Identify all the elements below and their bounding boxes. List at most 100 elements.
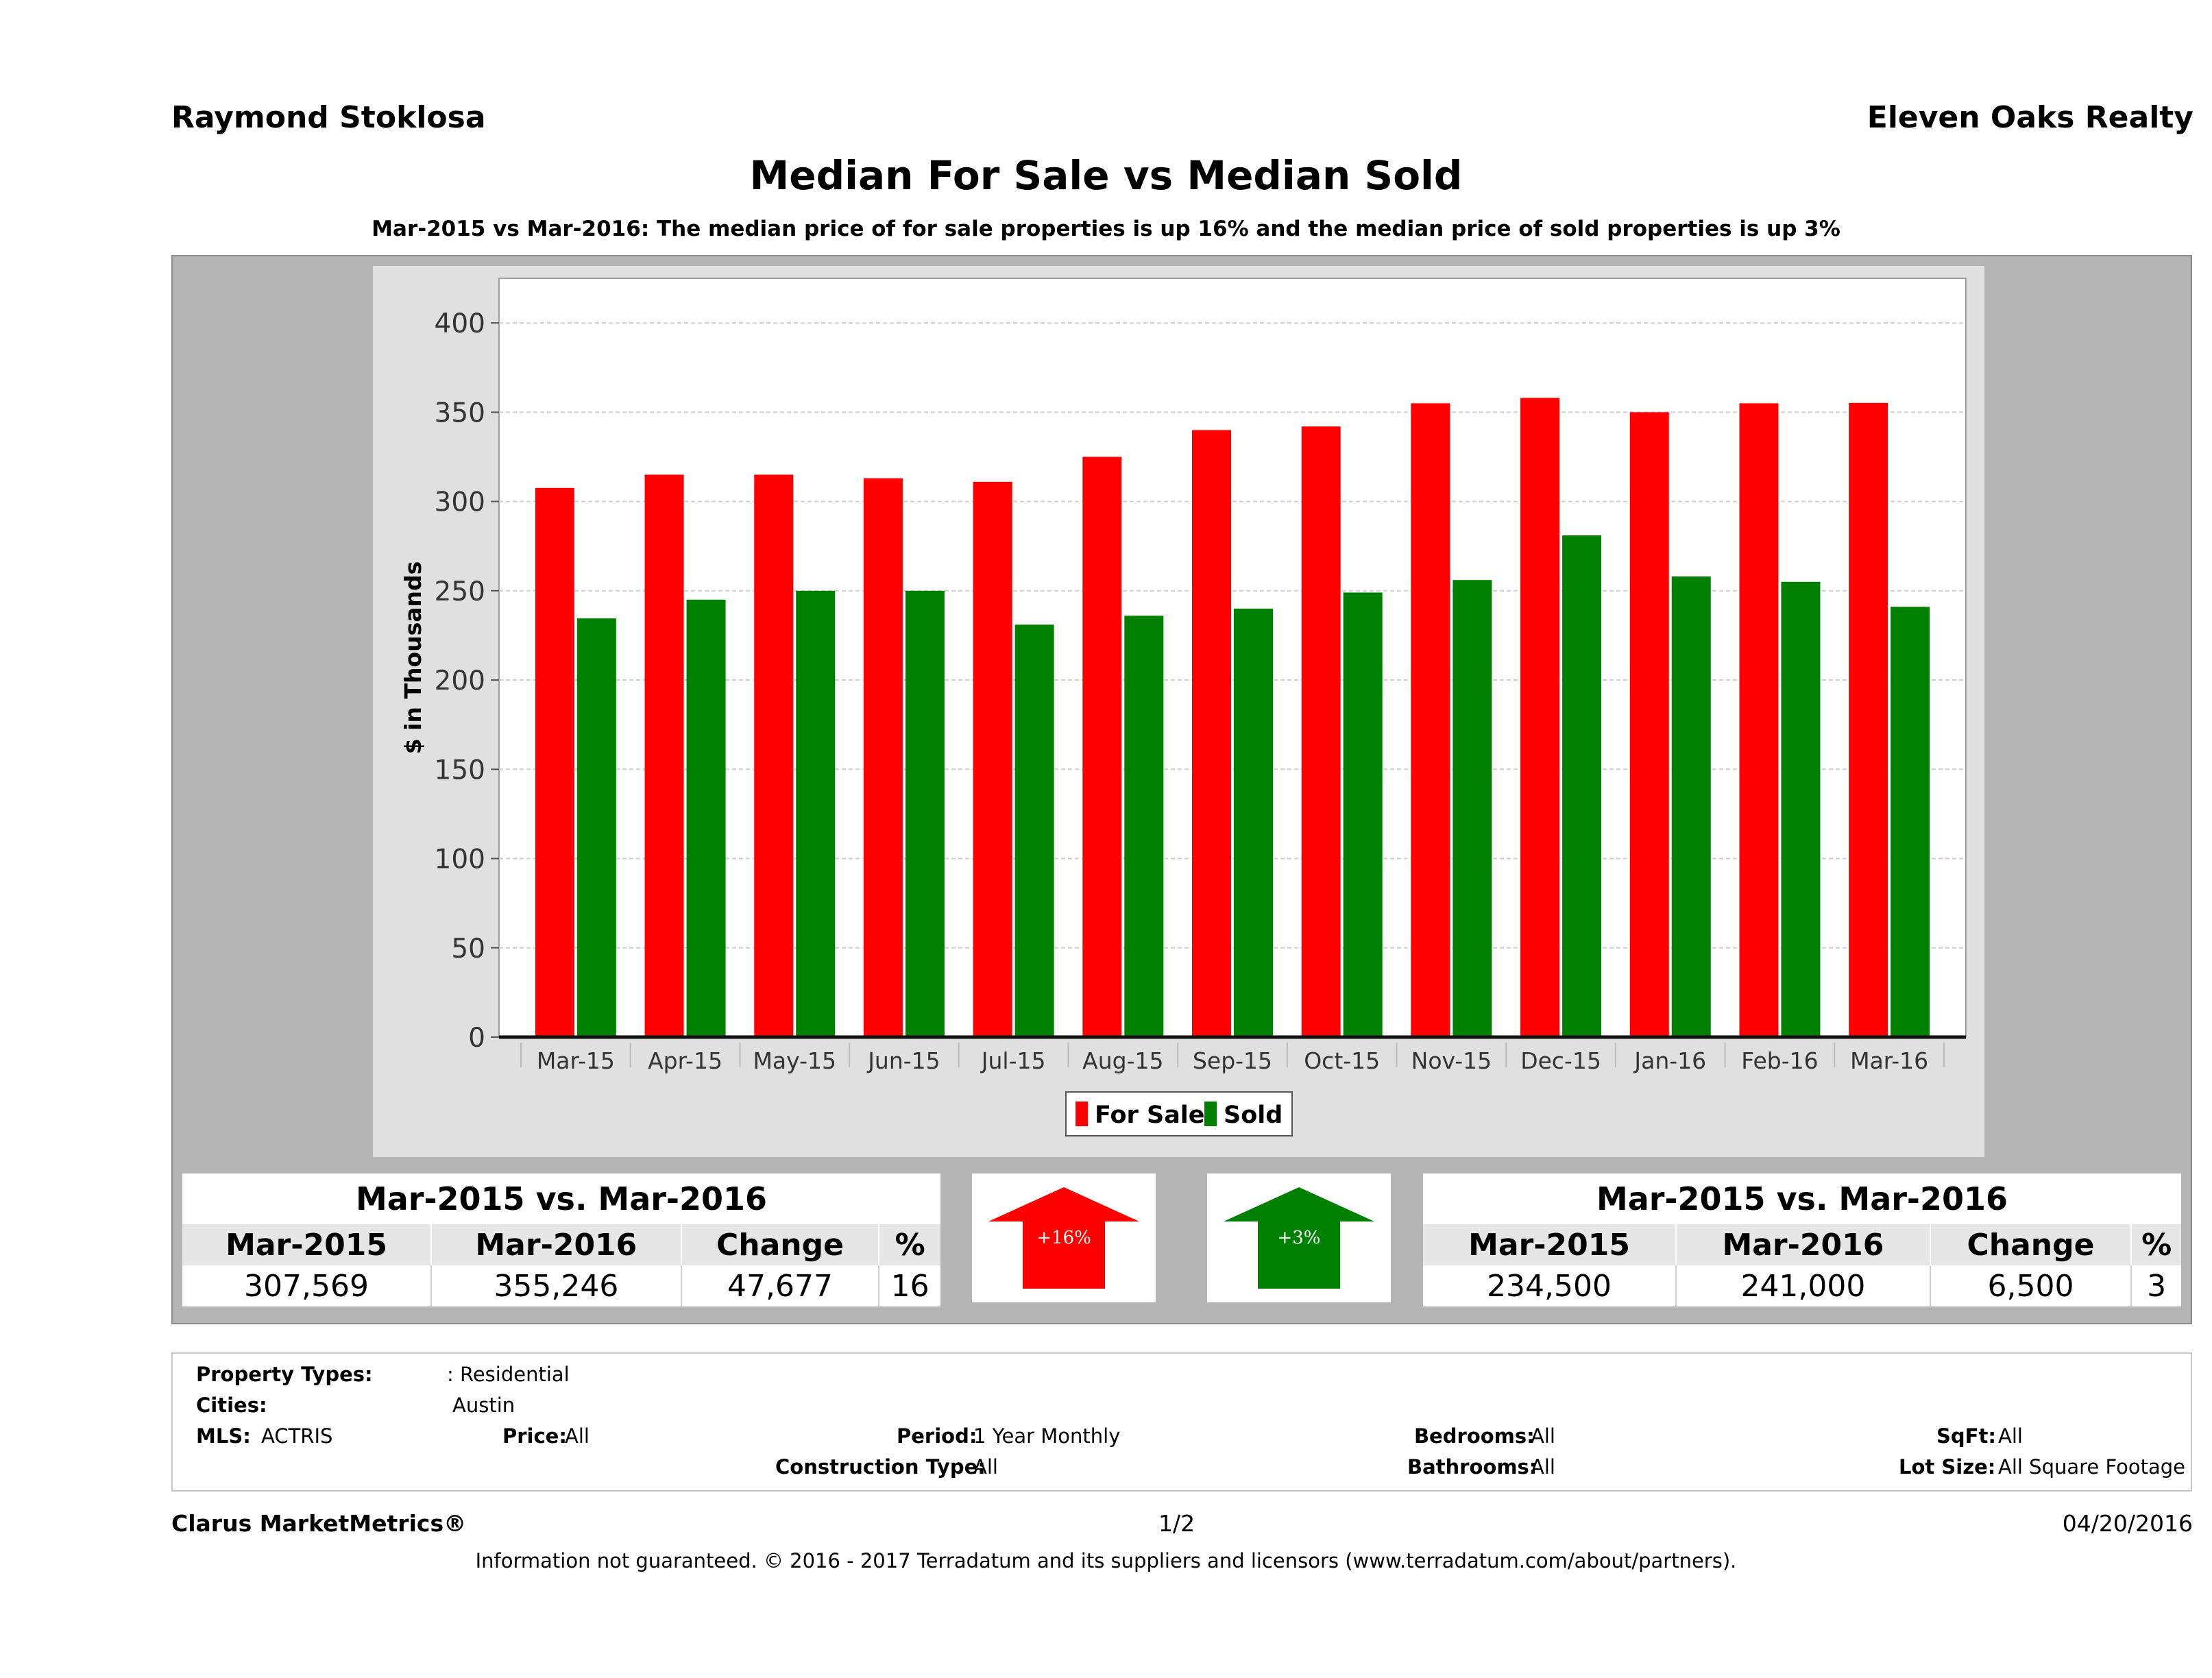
for-sale-bar bbox=[644, 474, 684, 1037]
for-sale-summary: Mar-2015 vs. Mar-2016 Mar-2015 Mar-2016 … bbox=[182, 1174, 940, 1306]
for-sale-value-change: 47,677 bbox=[681, 1265, 880, 1306]
for-sale-change-box: +16% bbox=[972, 1174, 1156, 1302]
y-tick-label: 400 bbox=[435, 308, 485, 339]
footer-brand: Clarus MarketMetrics® bbox=[171, 1510, 467, 1537]
y-tick-label: 50 bbox=[451, 934, 485, 964]
for-sale-header-percent: % bbox=[879, 1224, 940, 1265]
bathrooms-label: Bathrooms: bbox=[1407, 1455, 1538, 1479]
for-sale-bar bbox=[1301, 426, 1341, 1037]
company-name: Eleven Oaks Realty bbox=[1867, 100, 2193, 135]
sold-change-box: +3% bbox=[1207, 1174, 1391, 1302]
sold-bar bbox=[1453, 580, 1492, 1037]
y-tick-label: 300 bbox=[435, 487, 485, 518]
sold-bar bbox=[686, 599, 726, 1037]
x-tick-label: Jul-15 bbox=[980, 1047, 1046, 1074]
mls-label: MLS: bbox=[196, 1424, 251, 1448]
sold-legend-label: Sold bbox=[1224, 1102, 1283, 1129]
report-title: Median For Sale vs Median Sold bbox=[749, 152, 1463, 199]
chart-area: 0 50 100 150 200 250 300 350 400 $ in Thousands Ma… bbox=[373, 266, 1984, 1157]
for-sale-change-label: +16% bbox=[1036, 1228, 1091, 1248]
sold-value-end: 241,000 bbox=[1676, 1265, 1931, 1306]
sold-bar bbox=[1671, 576, 1711, 1037]
plot-background bbox=[498, 278, 1967, 1038]
for-sale-bar bbox=[863, 478, 903, 1037]
price-label: Price: bbox=[502, 1424, 567, 1448]
for-sale-header-end: Mar-2016 bbox=[431, 1224, 682, 1265]
x-tick-label: Oct-15 bbox=[1304, 1047, 1380, 1074]
construction-type-value: All bbox=[973, 1455, 998, 1479]
sold-bar bbox=[1562, 535, 1602, 1037]
for-sale-bar bbox=[1629, 412, 1669, 1037]
for-sale-bar bbox=[973, 481, 1012, 1037]
x-tick-label: Feb-16 bbox=[1741, 1047, 1818, 1074]
sold-bar bbox=[1234, 608, 1273, 1037]
sold-bar bbox=[1781, 581, 1821, 1037]
sold-up-arrow-icon: +3% bbox=[1224, 1187, 1374, 1289]
sold-change-label: +3% bbox=[1277, 1228, 1320, 1248]
y-tick-label: 0 bbox=[468, 1023, 485, 1054]
cities-label: Cities: bbox=[196, 1394, 267, 1417]
sold-header-start: Mar-2015 bbox=[1423, 1224, 1677, 1265]
sold-bar bbox=[1891, 607, 1930, 1037]
sold-summary: Mar-2015 vs. Mar-2016 Mar-2015 Mar-2016 … bbox=[1423, 1174, 2181, 1306]
for-sale-header-start: Mar-2015 bbox=[182, 1224, 433, 1265]
x-tick-label: Apr-15 bbox=[648, 1047, 722, 1074]
chart-legend bbox=[1065, 1091, 1293, 1136]
y-axis-label: $ in Thousands bbox=[400, 561, 426, 755]
for-sale-legend-swatch bbox=[1075, 1102, 1088, 1126]
sold-legend-swatch bbox=[1204, 1102, 1217, 1126]
for-sale-bar bbox=[1520, 398, 1560, 1037]
for-sale-legend-label: For Sale bbox=[1095, 1102, 1205, 1129]
x-tick-label: Jun-15 bbox=[866, 1047, 940, 1074]
cities-value: Austin bbox=[452, 1394, 515, 1417]
for-sale-bar bbox=[1739, 403, 1779, 1037]
sold-header-change: Change bbox=[1930, 1224, 2132, 1265]
sold-value-start: 234,500 bbox=[1423, 1265, 1677, 1306]
x-tick-label: Aug-15 bbox=[1082, 1047, 1163, 1074]
construction-type-label: Construction Type: bbox=[775, 1455, 986, 1479]
y-tick-label: 350 bbox=[435, 398, 485, 428]
for-sale-bar bbox=[1849, 402, 1888, 1037]
lot-size-value: All Square Footage bbox=[1998, 1455, 2186, 1479]
property-types-label: Property Types: bbox=[196, 1363, 373, 1386]
for-sale-bar bbox=[535, 487, 574, 1037]
for-sale-value-percent: 16 bbox=[879, 1265, 940, 1306]
for-sale-bar bbox=[754, 474, 794, 1037]
bar-chart: 0 50 100 150 200 250 300 350 400 $ in Thousands Ma… bbox=[400, 278, 1967, 1136]
for-sale-bar bbox=[1082, 457, 1122, 1037]
price-value: All bbox=[565, 1424, 590, 1448]
report-subtitle: Mar-2015 vs Mar-2016: The median price o… bbox=[372, 217, 1840, 241]
sold-bar bbox=[1124, 616, 1164, 1037]
sold-header-end: Mar-2016 bbox=[1676, 1224, 1931, 1265]
x-tick-label: Dec-15 bbox=[1520, 1047, 1601, 1074]
bathrooms-value: All bbox=[1531, 1455, 1555, 1479]
x-tick-label: Nov-15 bbox=[1411, 1047, 1492, 1074]
y-tick-label: 200 bbox=[435, 666, 485, 696]
bedrooms-label: Bedrooms: bbox=[1414, 1424, 1535, 1448]
sold-value-percent: 3 bbox=[2131, 1265, 2181, 1306]
for-sale-up-arrow-icon: +16% bbox=[988, 1187, 1139, 1289]
sqft-label: SqFt: bbox=[1936, 1424, 1996, 1448]
for-sale-bar bbox=[1411, 403, 1450, 1037]
x-tick-label: Jan-16 bbox=[1633, 1047, 1706, 1074]
sold-header-percent: % bbox=[2131, 1224, 2181, 1265]
property-types-value: : Residential bbox=[447, 1363, 570, 1386]
sold-bar bbox=[796, 590, 836, 1037]
sqft-value: All bbox=[1998, 1424, 2023, 1448]
sold-bar bbox=[905, 590, 945, 1037]
bedrooms-value: All bbox=[1531, 1424, 1555, 1448]
sold-summary-title: Mar-2015 vs. Mar-2016 bbox=[1423, 1174, 2181, 1224]
period-value: 1 Year Monthly bbox=[973, 1424, 1121, 1448]
for-sale-value-end: 355,246 bbox=[431, 1265, 682, 1306]
sold-value-change: 6,500 bbox=[1930, 1265, 2132, 1306]
sold-bar bbox=[1343, 592, 1383, 1037]
for-sale-bar bbox=[1192, 430, 1231, 1037]
report-date: 04/20/2016 bbox=[2062, 1510, 2193, 1537]
y-tick-label: 150 bbox=[435, 755, 485, 786]
x-tick-label: Sep-15 bbox=[1193, 1047, 1272, 1074]
x-tick-label: May-15 bbox=[753, 1047, 836, 1074]
for-sale-value-start: 307,569 bbox=[182, 1265, 433, 1306]
page-number: 1/2 bbox=[1158, 1510, 1195, 1537]
x-tick-label: Mar-16 bbox=[1850, 1047, 1928, 1074]
for-sale-summary-title: Mar-2015 vs. Mar-2016 bbox=[182, 1174, 940, 1224]
